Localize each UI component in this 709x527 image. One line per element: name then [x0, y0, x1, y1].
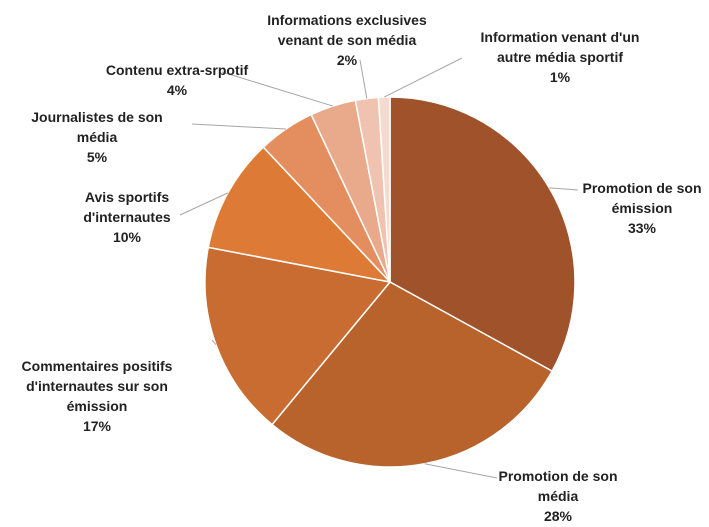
value-label: 33% — [627, 220, 657, 236]
category-label: Informations exclusives venant de son mé… — [267, 12, 427, 48]
category-label: Avis sportifs d'internautes — [83, 189, 171, 225]
slice-label: Information venant d'un autre média spor… — [465, 27, 655, 87]
slice-label: Informations exclusives venant de son mé… — [257, 10, 437, 70]
pie-slice — [271, 281, 554, 468]
value-label: 2% — [336, 52, 358, 68]
category-label: Promotion de son média — [498, 468, 618, 504]
leader-line — [359, 59, 368, 99]
category-label: Information venant d'un autre média spor… — [480, 29, 640, 65]
slice-label: Contenu extra-srpotif 4% — [87, 60, 267, 100]
pie-slice — [389, 96, 576, 373]
category-label: Journalistes de son média — [31, 109, 163, 145]
leader-line — [383, 57, 463, 98]
category-label: Commentaires positifs d'internautes sur … — [21, 358, 173, 414]
pie-slice — [207, 146, 393, 284]
value-label: 5% — [86, 149, 108, 165]
leader-line — [221, 71, 333, 107]
value-label: 10% — [112, 229, 142, 245]
leader-line — [424, 463, 498, 479]
value-label: 1% — [549, 69, 571, 85]
slice-label: Commentaires positifs d'internautes sur … — [5, 356, 190, 436]
category-label: Promotion de son émission — [582, 180, 702, 216]
value-label: 4% — [166, 82, 188, 98]
leader-line — [179, 192, 229, 216]
leader-line — [211, 339, 217, 345]
leader-line — [191, 123, 287, 130]
slice-label: Journalistes de son média 5% — [22, 107, 172, 167]
slice-label: Avis sportifs d'internautes 10% — [70, 187, 185, 247]
slice-label: Promotion de son média 28% — [483, 466, 633, 526]
value-label: 28% — [543, 508, 573, 524]
category-label: Contenu extra-srpotif — [105, 62, 249, 78]
slice-label: Promotion de son émission 33% — [567, 178, 709, 238]
leader-line — [549, 187, 579, 191]
value-label: 17% — [82, 418, 112, 434]
